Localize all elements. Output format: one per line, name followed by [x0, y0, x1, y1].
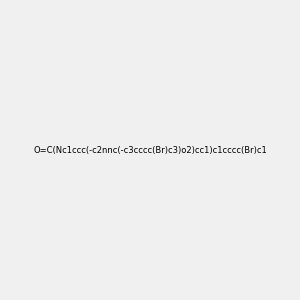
Text: O=C(Nc1ccc(-c2nnc(-c3cccc(Br)c3)o2)cc1)c1cccc(Br)c1: O=C(Nc1ccc(-c2nnc(-c3cccc(Br)c3)o2)cc1)c… — [33, 146, 267, 154]
